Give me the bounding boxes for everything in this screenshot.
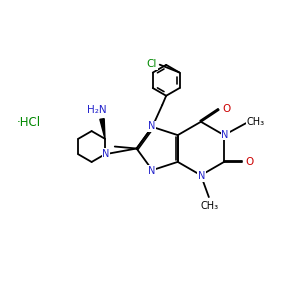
Text: N: N	[148, 122, 155, 131]
Text: H₂N: H₂N	[87, 105, 107, 115]
Text: O: O	[246, 157, 254, 167]
Text: CH₃: CH₃	[247, 117, 265, 127]
Text: N: N	[148, 166, 155, 176]
Text: O: O	[223, 104, 231, 114]
Text: Cl: Cl	[147, 59, 157, 69]
Text: N: N	[221, 130, 229, 140]
Text: N: N	[198, 171, 205, 181]
Text: N: N	[102, 149, 110, 159]
Text: CH₃: CH₃	[201, 201, 219, 211]
Text: ·HCl: ·HCl	[17, 116, 41, 129]
Polygon shape	[100, 119, 105, 139]
